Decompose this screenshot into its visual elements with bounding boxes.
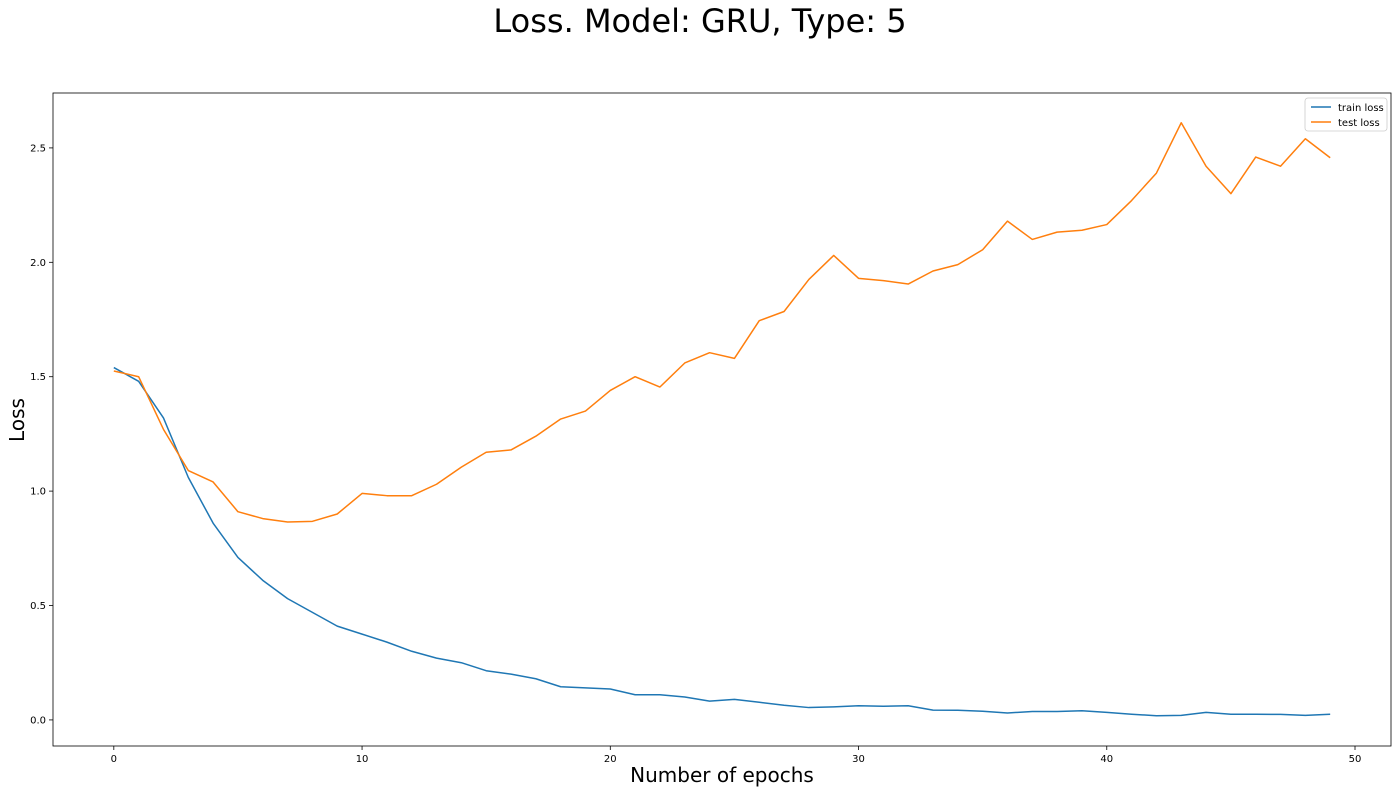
y-axis: 0.0 0.5 1.0 1.5 2.0 2.5	[30, 143, 53, 726]
x-tick-label: 50	[1349, 754, 1362, 765]
series-line-train-loss	[113, 366, 1331, 717]
y-tick-label: 0.0	[30, 715, 46, 726]
x-tick-label: 30	[852, 754, 865, 765]
series-line-test-loss	[113, 121, 1331, 523]
x-tick-label: 40	[1100, 754, 1113, 765]
y-tick-label: 2.0	[30, 258, 46, 269]
y-tick-label: 0.5	[30, 601, 46, 612]
legend: train loss test loss	[1304, 97, 1388, 132]
x-axis-title: Number of epochs	[630, 763, 814, 787]
x-tick-label: 20	[604, 754, 617, 765]
plot-background	[53, 93, 1391, 746]
series-layer	[113, 121, 1331, 717]
legend-label-train-loss: train loss	[1338, 103, 1384, 114]
y-tick-label: 1.5	[30, 372, 46, 383]
x-tick-label: 10	[356, 754, 369, 765]
legend-label-test-loss: test loss	[1338, 118, 1380, 129]
x-axis: 0 10 20 30 40 50	[111, 746, 1362, 765]
y-tick-label: 1.0	[30, 487, 46, 498]
x-tick-label: 0	[111, 754, 117, 765]
plot-area	[52, 92, 1392, 747]
y-axis-title: Loss	[5, 398, 29, 442]
plot-frame	[52, 92, 1392, 747]
chart-title: Loss. Model: GRU, Type: 5	[493, 2, 906, 40]
y-tick-label: 2.5	[30, 143, 46, 154]
